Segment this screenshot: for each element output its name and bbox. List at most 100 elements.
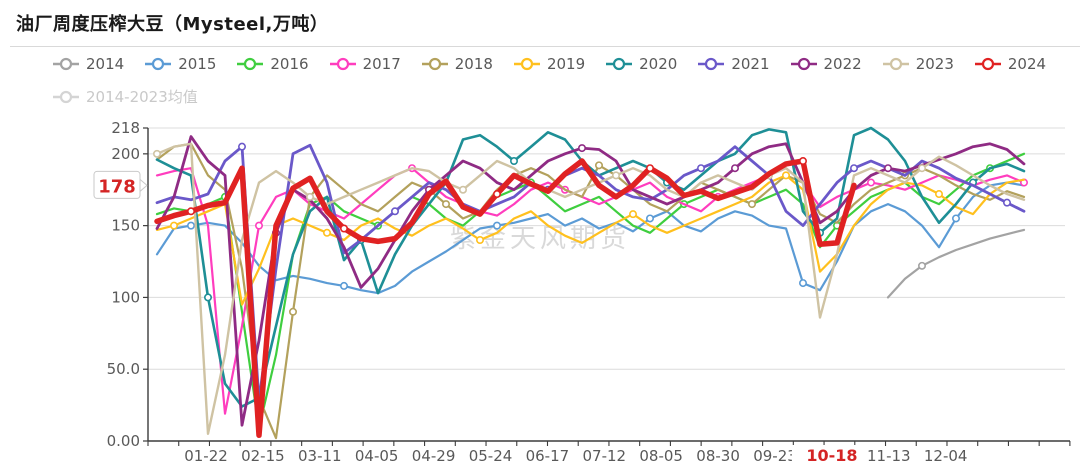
series-marker-2021 xyxy=(849,164,858,173)
legend-item-2020[interactable]: 2020 xyxy=(605,55,677,73)
series-marker-2021 xyxy=(1002,198,1011,207)
y-tick-label: 50.0 xyxy=(107,360,140,378)
legend-item-2016[interactable]: 2016 xyxy=(236,55,309,73)
series-line-2017 xyxy=(155,167,1026,415)
series-marker-2023 xyxy=(458,185,467,194)
series-marker-2018 xyxy=(288,307,297,316)
legend-marker-icon xyxy=(145,57,172,71)
series-marker-2017 xyxy=(866,178,875,187)
series-marker-2024 xyxy=(645,164,654,173)
y-tick-label: 150 xyxy=(111,217,140,235)
legend-marker-icon xyxy=(790,57,817,71)
series-marker-2023 xyxy=(611,171,620,180)
series-marker-2017 xyxy=(255,221,264,230)
legend-item-2015[interactable]: 2015 xyxy=(144,55,216,73)
legend-marker-icon xyxy=(698,57,725,71)
legend-row-2: 2014-2023均值 xyxy=(52,86,198,107)
x-tick-label: 02-15 xyxy=(241,447,285,465)
x-tick-label: 09-23 xyxy=(753,447,797,465)
series-marker-2022 xyxy=(883,164,892,173)
series-marker-2020 xyxy=(509,157,518,166)
series-marker-2015 xyxy=(339,281,348,290)
series-line-2018 xyxy=(155,142,1026,440)
legend-marker-icon xyxy=(237,57,264,71)
legend-marker-icon xyxy=(421,57,448,71)
series-marker-2018 xyxy=(594,161,603,170)
legend-marker-icon xyxy=(882,57,909,71)
chart-title: 油厂周度压榨大豆（Mysteel,万吨） xyxy=(16,14,329,35)
legend-item-2023[interactable]: 2023 xyxy=(882,55,954,73)
x-tick-label: 07-12 xyxy=(583,447,627,465)
series-marker-2020 xyxy=(204,293,213,302)
legend-item-2021[interactable]: 2021 xyxy=(697,55,770,73)
y-tick-label: 100 xyxy=(111,288,140,306)
chart-plot-area: 0.00 50.0 100 150 200 218 01-22 02-15 03-11 04-05… xyxy=(93,119,1071,467)
current-value-badge xyxy=(93,170,141,199)
legend-item-2024[interactable]: 2024 xyxy=(974,55,1046,73)
series-marker-2021 xyxy=(696,164,705,173)
series-marker-2024 xyxy=(492,190,501,199)
series-marker-2018 xyxy=(747,200,756,209)
legend-item-2017[interactable]: 2017 xyxy=(329,55,401,73)
series-marker-2024 xyxy=(187,207,196,216)
y-tick-label: 0.00 xyxy=(107,432,140,450)
legend-item-label: 2022 xyxy=(823,55,862,73)
legend-marker-icon xyxy=(513,57,540,71)
series-marker-2015 xyxy=(798,279,807,288)
series-marker-2019 xyxy=(781,171,790,180)
series-line-2024 xyxy=(154,158,857,439)
legend-item-2018[interactable]: 2018 xyxy=(421,55,493,73)
series-line-2019 xyxy=(155,174,1026,306)
series-marker-2021 xyxy=(238,142,247,151)
series-marker-2019 xyxy=(628,210,637,219)
x-tick-label: 04-05 xyxy=(355,447,399,465)
legend-marker-icon xyxy=(329,57,356,71)
series-line-2015 xyxy=(155,181,1026,295)
x-tick-label: 12-04 xyxy=(924,447,968,465)
legend-item-label: 2021 xyxy=(731,55,770,73)
series-marker-2021 xyxy=(390,207,399,216)
legend-row-1: 2014 2015 2016 2017 2018 2019 2020 2021 2022 2023… xyxy=(52,55,1046,73)
x-tick-label: 05-24 xyxy=(469,447,513,465)
x-highlight-label-bg xyxy=(791,445,872,467)
x-tick-label: 03-11 xyxy=(298,447,342,465)
series-marker-2019 xyxy=(475,235,484,244)
legend-item-label: 2020 xyxy=(639,55,678,73)
series-line-2014 xyxy=(886,228,1026,299)
current-value-pointer xyxy=(139,178,148,193)
series-marker-2022 xyxy=(577,144,586,153)
series-marker-2023 xyxy=(305,192,314,201)
legend-item-label: 2014-2023均值 xyxy=(86,88,198,106)
series-marker-2015 xyxy=(645,214,654,223)
legend-marker-icon xyxy=(974,57,1001,71)
x-tick-label: 06-17 xyxy=(526,447,570,465)
series-marker-2023 xyxy=(917,164,926,173)
legend-item-2019[interactable]: 2019 xyxy=(513,55,585,73)
legend-item-2014[interactable]: 2014 xyxy=(52,55,124,73)
series-marker-2022 xyxy=(730,164,739,173)
legend-item-label: 2018 xyxy=(454,55,493,73)
legend-item-2014-2023均值[interactable]: 2014-2023均值 xyxy=(52,86,198,107)
series-marker-2019 xyxy=(322,228,331,237)
series-marker-2015 xyxy=(187,221,196,230)
x-tick-label: 04-29 xyxy=(412,447,456,465)
current-value-text: 178 xyxy=(98,176,136,197)
legend-item-label: 2014 xyxy=(86,55,125,73)
series-marker-2024 xyxy=(339,224,348,233)
series-marker-2014 xyxy=(917,261,926,270)
title-divider xyxy=(10,46,1080,47)
x-tick-label: 01-22 xyxy=(184,447,228,465)
x-tick-label: 08-30 xyxy=(696,447,740,465)
legend-marker-icon xyxy=(606,57,633,71)
x-tick-label: 11-13 xyxy=(867,447,911,465)
legend-item-label: 2019 xyxy=(546,55,586,73)
series-marker-2019 xyxy=(934,190,943,199)
series-marker-2018 xyxy=(441,200,450,209)
y-tick-label: 218 xyxy=(111,119,140,137)
legend-item-label: 2017 xyxy=(362,55,401,73)
legend-item-2022[interactable]: 2022 xyxy=(790,55,862,73)
series-marker-2015 xyxy=(951,214,960,223)
legend-item-label: 2015 xyxy=(178,55,217,73)
legend-item-label: 2016 xyxy=(270,55,309,73)
